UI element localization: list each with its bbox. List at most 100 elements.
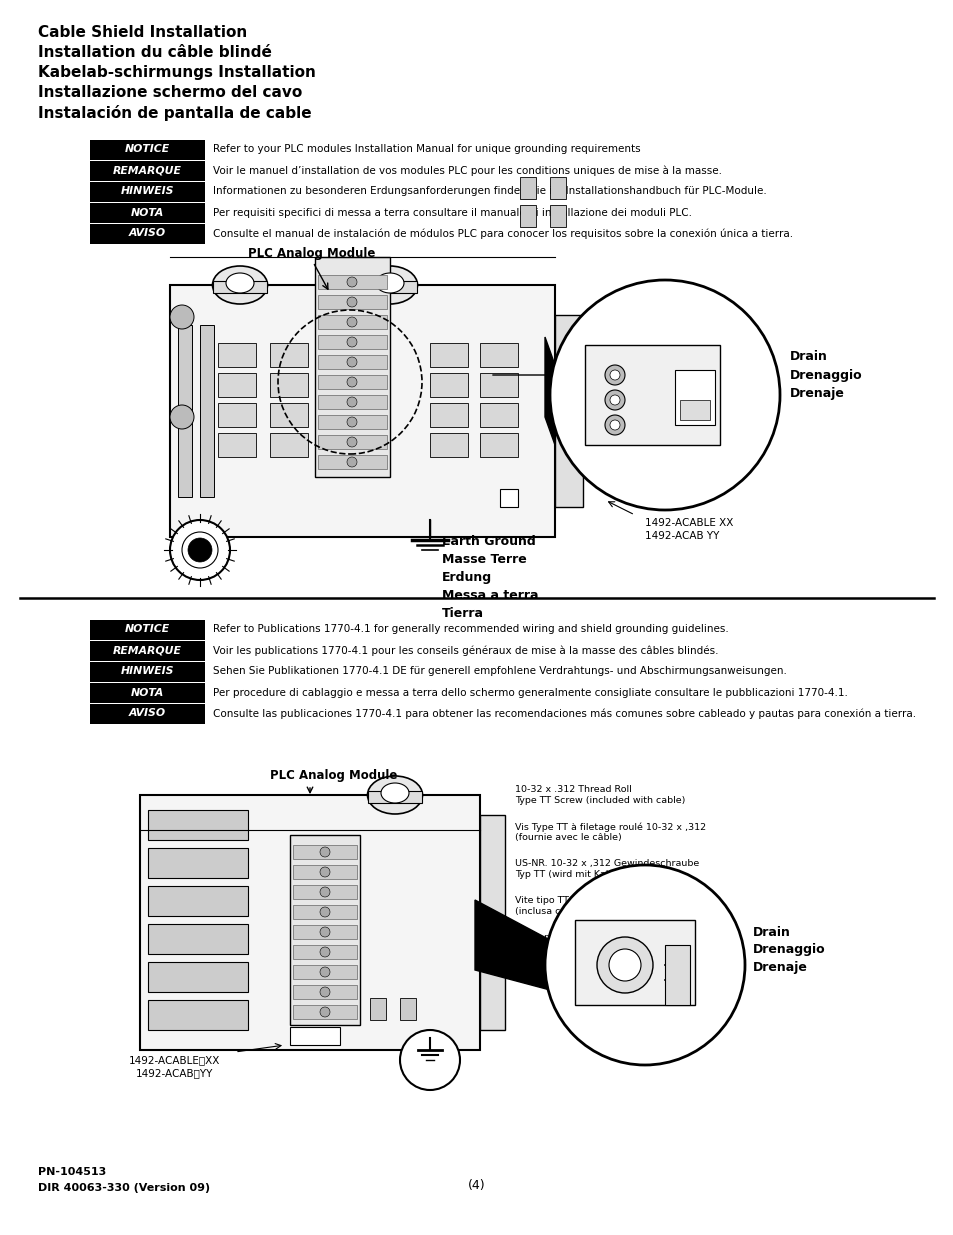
FancyBboxPatch shape bbox=[218, 373, 255, 396]
Text: NOTICE: NOTICE bbox=[125, 144, 170, 154]
FancyBboxPatch shape bbox=[317, 395, 387, 409]
Circle shape bbox=[347, 417, 356, 427]
Text: US-NR. 10-32 x ,312 Gewindeschraube: US-NR. 10-32 x ,312 Gewindeschraube bbox=[515, 860, 699, 868]
FancyBboxPatch shape bbox=[293, 885, 356, 899]
FancyBboxPatch shape bbox=[293, 945, 356, 960]
Ellipse shape bbox=[226, 273, 253, 293]
FancyBboxPatch shape bbox=[90, 620, 205, 640]
Circle shape bbox=[319, 906, 330, 918]
FancyBboxPatch shape bbox=[675, 370, 714, 425]
FancyBboxPatch shape bbox=[290, 835, 359, 1025]
FancyBboxPatch shape bbox=[314, 257, 390, 477]
Circle shape bbox=[319, 947, 330, 957]
FancyBboxPatch shape bbox=[399, 998, 416, 1020]
Ellipse shape bbox=[213, 266, 267, 304]
Text: REMARQUE: REMARQUE bbox=[113, 165, 182, 175]
FancyBboxPatch shape bbox=[90, 182, 205, 203]
Text: Consulte las publicaciones 1770-4.1 para obtener las recomendaciones más comunes: Consulte las publicaciones 1770-4.1 para… bbox=[213, 708, 915, 719]
Text: (inclusa con il cavo): (inclusa con il cavo) bbox=[515, 906, 609, 916]
FancyBboxPatch shape bbox=[363, 282, 416, 293]
Text: Refer to your PLC modules Installation Manual for unique grounding requirements: Refer to your PLC modules Installation M… bbox=[213, 144, 640, 154]
FancyBboxPatch shape bbox=[317, 354, 387, 369]
Text: PLC Analog Module: PLC Analog Module bbox=[248, 247, 375, 261]
FancyBboxPatch shape bbox=[148, 885, 248, 916]
Text: Instalación de pantalla de cable: Instalación de pantalla de cable bbox=[38, 105, 312, 121]
Text: Type TT Screw (included with cable): Type TT Screw (included with cable) bbox=[515, 797, 684, 805]
FancyBboxPatch shape bbox=[479, 815, 504, 1030]
FancyBboxPatch shape bbox=[200, 325, 213, 496]
Text: Voir le manuel d’installation de vos modules PLC pour les conditions uniques de : Voir le manuel d’installation de vos mod… bbox=[213, 165, 721, 175]
FancyBboxPatch shape bbox=[90, 662, 205, 682]
FancyBboxPatch shape bbox=[90, 140, 205, 161]
FancyBboxPatch shape bbox=[140, 795, 479, 1050]
Text: NOTICE: NOTICE bbox=[125, 625, 170, 635]
FancyBboxPatch shape bbox=[555, 315, 582, 508]
FancyBboxPatch shape bbox=[213, 282, 267, 293]
FancyBboxPatch shape bbox=[584, 345, 720, 445]
FancyBboxPatch shape bbox=[368, 790, 421, 803]
FancyBboxPatch shape bbox=[270, 343, 308, 367]
FancyBboxPatch shape bbox=[90, 683, 205, 703]
Text: NOTA: NOTA bbox=[131, 688, 164, 698]
Circle shape bbox=[188, 538, 212, 562]
FancyBboxPatch shape bbox=[293, 864, 356, 879]
FancyBboxPatch shape bbox=[90, 224, 205, 245]
Circle shape bbox=[319, 967, 330, 977]
Text: Vite tipo TT Thread Roll 10-32 x ,312: Vite tipo TT Thread Roll 10-32 x ,312 bbox=[515, 897, 688, 905]
FancyBboxPatch shape bbox=[430, 343, 468, 367]
Circle shape bbox=[608, 948, 640, 981]
Ellipse shape bbox=[367, 776, 422, 814]
FancyBboxPatch shape bbox=[290, 1028, 339, 1045]
FancyBboxPatch shape bbox=[575, 920, 695, 1005]
Text: DIR 40063-330 (Version 09): DIR 40063-330 (Version 09) bbox=[38, 1183, 210, 1193]
FancyBboxPatch shape bbox=[370, 998, 386, 1020]
Circle shape bbox=[347, 277, 356, 287]
FancyBboxPatch shape bbox=[317, 435, 387, 450]
FancyBboxPatch shape bbox=[664, 945, 689, 1005]
Circle shape bbox=[319, 847, 330, 857]
FancyBboxPatch shape bbox=[178, 325, 192, 496]
FancyBboxPatch shape bbox=[218, 403, 255, 427]
FancyBboxPatch shape bbox=[479, 403, 517, 427]
Text: 1492-ACABLE XX
1492-ACAB YY: 1492-ACABLE XX 1492-ACAB YY bbox=[644, 517, 733, 541]
Ellipse shape bbox=[380, 783, 409, 803]
Text: PN-104513: PN-104513 bbox=[38, 1167, 106, 1177]
Text: HINWEIS: HINWEIS bbox=[121, 667, 174, 677]
Text: PLC Analog Module: PLC Analog Module bbox=[270, 769, 397, 782]
Circle shape bbox=[609, 420, 619, 430]
Circle shape bbox=[170, 520, 230, 580]
FancyBboxPatch shape bbox=[317, 275, 387, 289]
FancyBboxPatch shape bbox=[430, 403, 468, 427]
Circle shape bbox=[347, 357, 356, 367]
FancyBboxPatch shape bbox=[679, 400, 709, 420]
Circle shape bbox=[347, 337, 356, 347]
Circle shape bbox=[347, 377, 356, 387]
FancyBboxPatch shape bbox=[148, 810, 248, 840]
FancyBboxPatch shape bbox=[293, 986, 356, 999]
FancyBboxPatch shape bbox=[293, 965, 356, 979]
FancyBboxPatch shape bbox=[519, 177, 536, 199]
Text: Cable Shield Installation: Cable Shield Installation bbox=[38, 25, 247, 40]
Text: Per procedure di cablaggio e messa a terra dello schermo generalmente consigliat: Per procedure di cablaggio e messa a ter… bbox=[213, 688, 847, 698]
Circle shape bbox=[170, 305, 193, 329]
FancyBboxPatch shape bbox=[270, 433, 308, 457]
FancyBboxPatch shape bbox=[170, 285, 555, 537]
Text: Consulte el manual de instalación de módulos PLC para conocer los requisitos sob: Consulte el manual de instalación de mód… bbox=[213, 228, 792, 238]
Circle shape bbox=[604, 415, 624, 435]
FancyBboxPatch shape bbox=[317, 454, 387, 469]
Text: tornillo TT (incluído con cable): tornillo TT (incluído con cable) bbox=[515, 944, 658, 953]
FancyBboxPatch shape bbox=[550, 177, 565, 199]
Text: Installazione schermo del cavo: Installazione schermo del cavo bbox=[38, 85, 302, 100]
FancyBboxPatch shape bbox=[479, 433, 517, 457]
FancyBboxPatch shape bbox=[148, 1000, 248, 1030]
Circle shape bbox=[347, 317, 356, 327]
Circle shape bbox=[609, 370, 619, 380]
Circle shape bbox=[550, 280, 780, 510]
Circle shape bbox=[347, 296, 356, 308]
Circle shape bbox=[604, 366, 624, 385]
Text: Per requisiti specifici di messa a terra consultare il manuale di installazione : Per requisiti specifici di messa a terra… bbox=[213, 207, 691, 217]
Ellipse shape bbox=[362, 266, 417, 304]
Circle shape bbox=[319, 887, 330, 897]
FancyBboxPatch shape bbox=[218, 433, 255, 457]
Circle shape bbox=[347, 437, 356, 447]
